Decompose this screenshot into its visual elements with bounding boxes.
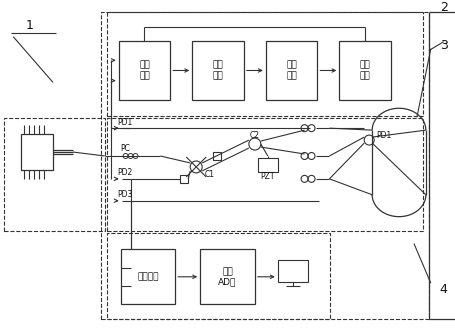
Bar: [106, 233, 330, 319]
Bar: [277, 260, 307, 282]
Bar: [339, 41, 390, 100]
Text: 3: 3: [439, 39, 447, 52]
Text: 低通
滤波: 低通 滤波: [212, 61, 223, 80]
Bar: [200, 249, 254, 304]
Text: PD3: PD3: [117, 190, 133, 199]
Bar: [4, 118, 105, 231]
Text: 1: 1: [25, 19, 33, 32]
Bar: [257, 158, 277, 172]
Text: 4: 4: [439, 283, 447, 296]
Bar: [106, 12, 422, 116]
Bar: [106, 118, 422, 231]
Bar: [192, 41, 243, 100]
Text: PC: PC: [121, 143, 130, 153]
Text: 积分
复位: 积分 复位: [359, 61, 370, 80]
Text: PD1: PD1: [375, 131, 390, 139]
Bar: [212, 152, 221, 160]
Text: 高速
AD卡: 高速 AD卡: [218, 267, 236, 287]
Bar: [118, 41, 170, 100]
Bar: [21, 134, 53, 170]
Bar: [121, 249, 175, 304]
Text: 差分
复位: 差分 复位: [286, 61, 296, 80]
Text: 放大去噪: 放大去噪: [137, 272, 158, 281]
Bar: [101, 12, 428, 319]
Text: PZT: PZT: [260, 172, 274, 181]
Text: 两级
放大: 两级 放大: [139, 61, 150, 80]
Text: C2: C2: [249, 131, 259, 139]
Text: 2: 2: [439, 1, 447, 14]
Text: PD2: PD2: [117, 168, 132, 177]
Text: PD1: PD1: [117, 118, 132, 127]
Bar: [265, 41, 317, 100]
Text: C1: C1: [204, 170, 214, 179]
Bar: [180, 175, 188, 183]
